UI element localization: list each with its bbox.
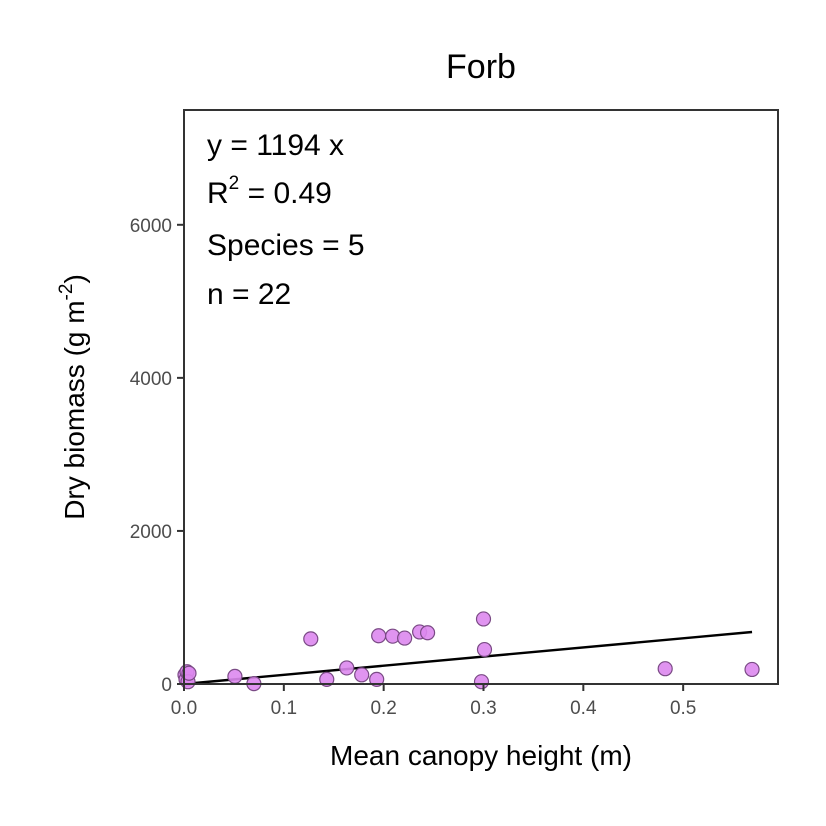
data-point <box>476 641 493 658</box>
y-axis-title-main: Dry biomass (g m <box>59 300 90 519</box>
data-point <box>371 628 387 644</box>
fit-line-layer <box>183 630 753 686</box>
chart-title: Forb <box>446 48 516 86</box>
data-point <box>339 660 355 676</box>
y-axis-title-suffix: ) <box>59 274 90 283</box>
r-squared-base: R <box>207 177 229 210</box>
y-tick-label: 0 <box>161 675 172 696</box>
x-tick-label: 0.2 <box>370 698 396 719</box>
data-point <box>303 631 319 647</box>
r-squared-value: = 0.49 <box>239 177 332 210</box>
y-axis-title: Dry biomass (g m-2) <box>56 274 90 520</box>
data-point <box>744 661 760 678</box>
x-tick-label: 0.3 <box>470 698 496 719</box>
data-point <box>319 671 335 688</box>
y-tick-label: 2000 <box>130 522 172 543</box>
data-point <box>397 630 413 646</box>
x-axis-title: Mean canopy height (m) <box>330 740 632 771</box>
data-point <box>181 665 197 681</box>
x-tick-label: 0.1 <box>271 698 297 719</box>
y-axis-title-superscript: -2 <box>56 284 77 301</box>
x-tick-label: 0.0 <box>171 698 197 719</box>
data-point <box>227 668 243 684</box>
annotation-species: Species = 5 <box>207 229 365 262</box>
y-tick-label: 4000 <box>130 369 172 390</box>
plot-panel <box>183 109 779 685</box>
annotation-n: n = 22 <box>207 278 291 311</box>
annotation-r-squared: R2 = 0.49 <box>207 173 332 210</box>
regression-line <box>183 630 753 686</box>
r-squared-superscript: 2 <box>229 173 240 194</box>
data-point <box>419 625 436 641</box>
data-points-layer <box>177 611 760 692</box>
data-point <box>473 674 490 690</box>
annotation-block: y = 1194 x R2 = 0.49 Species = 5 n = 22 <box>207 129 365 311</box>
x-tick-label: 0.4 <box>570 698 597 719</box>
y-axis-ticks: 0 2000 4000 6000 <box>130 216 184 696</box>
x-tick-label: 0.5 <box>670 698 696 719</box>
annotation-equation: y = 1194 x <box>207 129 344 162</box>
y-tick-label: 6000 <box>130 216 172 237</box>
data-point <box>369 671 385 688</box>
x-axis-ticks: 0.0 0.1 0.2 0.3 0.4 0.5 <box>171 684 696 719</box>
data-point <box>657 661 673 677</box>
data-point <box>354 667 370 683</box>
data-point <box>475 611 492 627</box>
